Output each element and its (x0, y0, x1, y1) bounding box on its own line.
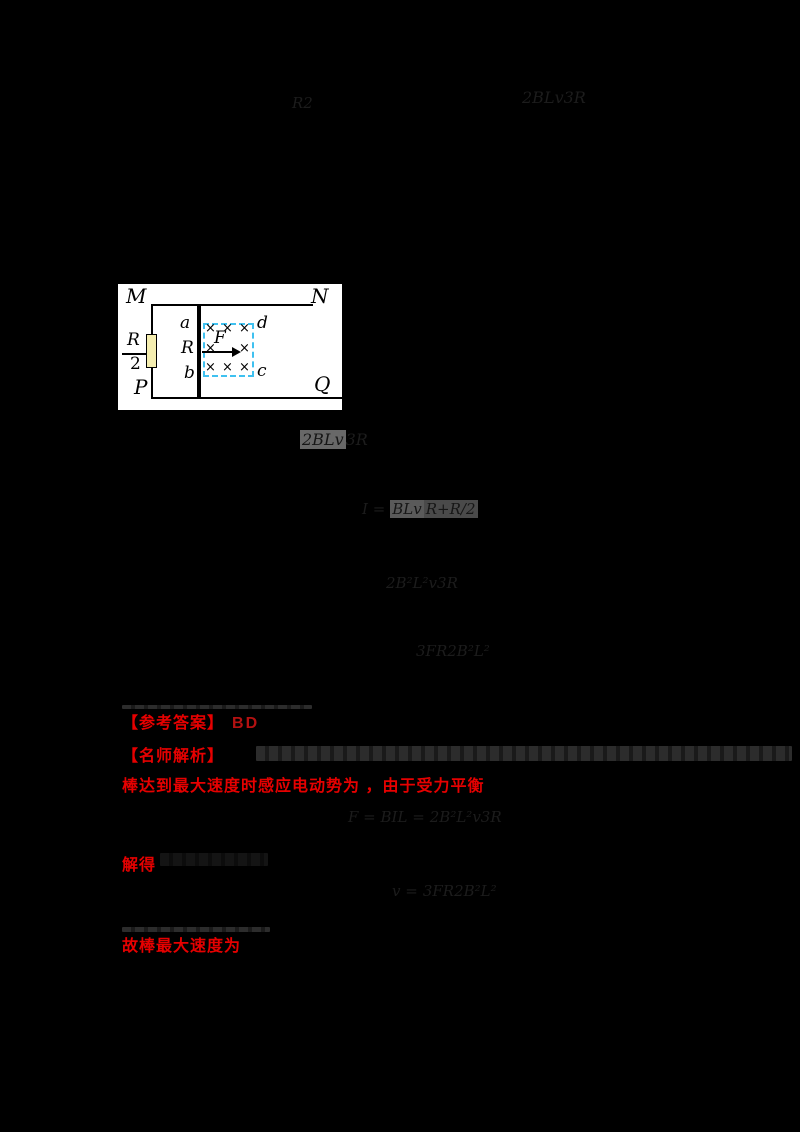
magnetic-field-region (203, 323, 254, 377)
label-N: N (311, 284, 329, 308)
fraction-numerator: 2BLv (300, 430, 346, 450)
analysis-statement-line: 棒达到最大速度时感应电动势为 ，由于受力平衡 (122, 772, 484, 796)
label-M: M (126, 284, 147, 308)
fraction-numerator: 2B²L²v (386, 574, 438, 593)
formula-lhs: I = (362, 500, 386, 518)
label-a: a (180, 313, 191, 333)
answer-value: BD (232, 715, 260, 732)
fraction-numerator: 2BLv (522, 88, 564, 108)
label-b: b (184, 363, 195, 383)
formula-lhs: F = BIL = (348, 808, 425, 826)
field-cross-icon: × (239, 360, 250, 375)
solve-label-line: 解得 (122, 851, 156, 875)
conclusion-line: 故棒最大速度为 (122, 932, 241, 956)
analysis-statement: 棒达到最大速度时感应电动势为 ，由于受力平衡 (122, 778, 485, 795)
resistor-label-numerator: R (127, 330, 140, 350)
fraction-denominator: 3R (480, 808, 502, 827)
fraction-denominator: 3R (563, 88, 586, 108)
faint-text-band (122, 705, 312, 709)
solve-label: 解得 (122, 857, 157, 874)
fraction-denominator: R+R/2 (423, 500, 478, 519)
inline-formula-top-left: R2 (292, 94, 313, 113)
formula-vmax: 3FR2B²L² (416, 642, 490, 661)
fraction-numerator: BLv (390, 500, 424, 519)
field-cross-icon: × (222, 360, 233, 375)
formula-force-magnetic: 2B²L²v3R (386, 574, 458, 593)
left-wire-upper (151, 304, 153, 336)
top-rail (151, 304, 313, 306)
force-label-F: F (214, 328, 226, 348)
resistor (146, 334, 157, 368)
faint-text-band (256, 746, 792, 761)
resistor-label-denominator: 2 (130, 354, 141, 374)
formula-emf: 2BLv 3R (300, 430, 368, 450)
analysis-label: 【名师解析】 (122, 748, 225, 765)
analysis-label-line: 【名师解析】 (122, 742, 224, 766)
formula-lhs: v = (392, 882, 418, 900)
fraction-denominator: 3R (345, 430, 368, 450)
label-P: P (134, 375, 148, 399)
answer-line: 【参考答案】 BD (122, 709, 259, 733)
fraction-numerator: 3FR (416, 642, 448, 661)
label-d: d (257, 313, 268, 333)
label-Q: Q (314, 372, 331, 396)
faint-text-band (122, 927, 270, 932)
formula-max-speed: v = 3FR2B²L² (392, 882, 497, 901)
field-cross-icon: × (239, 341, 250, 356)
conclusion-label: 故棒最大速度为 (122, 938, 242, 955)
field-cross-icon: × (222, 321, 233, 336)
field-cross-icon: × (205, 321, 216, 336)
fraction-numerator: R (292, 94, 304, 113)
fraction-denominator: 2B²L² (454, 882, 497, 901)
field-cross-icon: × (205, 341, 216, 356)
bottom-rail (151, 397, 342, 399)
fraction-denominator: 3R (437, 574, 458, 593)
label-c: c (257, 361, 267, 381)
circuit-diagram: M N P Q R 2 a R b × × × × × × × × F d c (118, 284, 342, 410)
inline-formula-top-right: 2BLv3R (522, 88, 586, 108)
fraction-denominator: 2B²L² (447, 642, 490, 661)
fraction-denominator: 2 (303, 94, 313, 113)
fraction-numerator: 3FR (422, 882, 455, 901)
label-R: R (181, 338, 194, 358)
left-wire-lower (151, 366, 153, 399)
fraction-numerator: 2B²L²v (429, 808, 481, 827)
faint-text-band (160, 853, 268, 866)
answer-label: 【参考答案】 (122, 715, 225, 732)
force-arrow (202, 351, 234, 353)
field-cross-icon: × (205, 360, 216, 375)
conducting-rod (197, 304, 201, 399)
formula-force-balance: F = BIL = 2B²L²v3R (348, 808, 502, 827)
resistor-fraction-bar (122, 353, 146, 355)
force-arrowhead-icon (232, 347, 241, 357)
field-cross-icon: × (239, 321, 250, 336)
formula-current: I = BLv R+R/2 (362, 500, 478, 519)
